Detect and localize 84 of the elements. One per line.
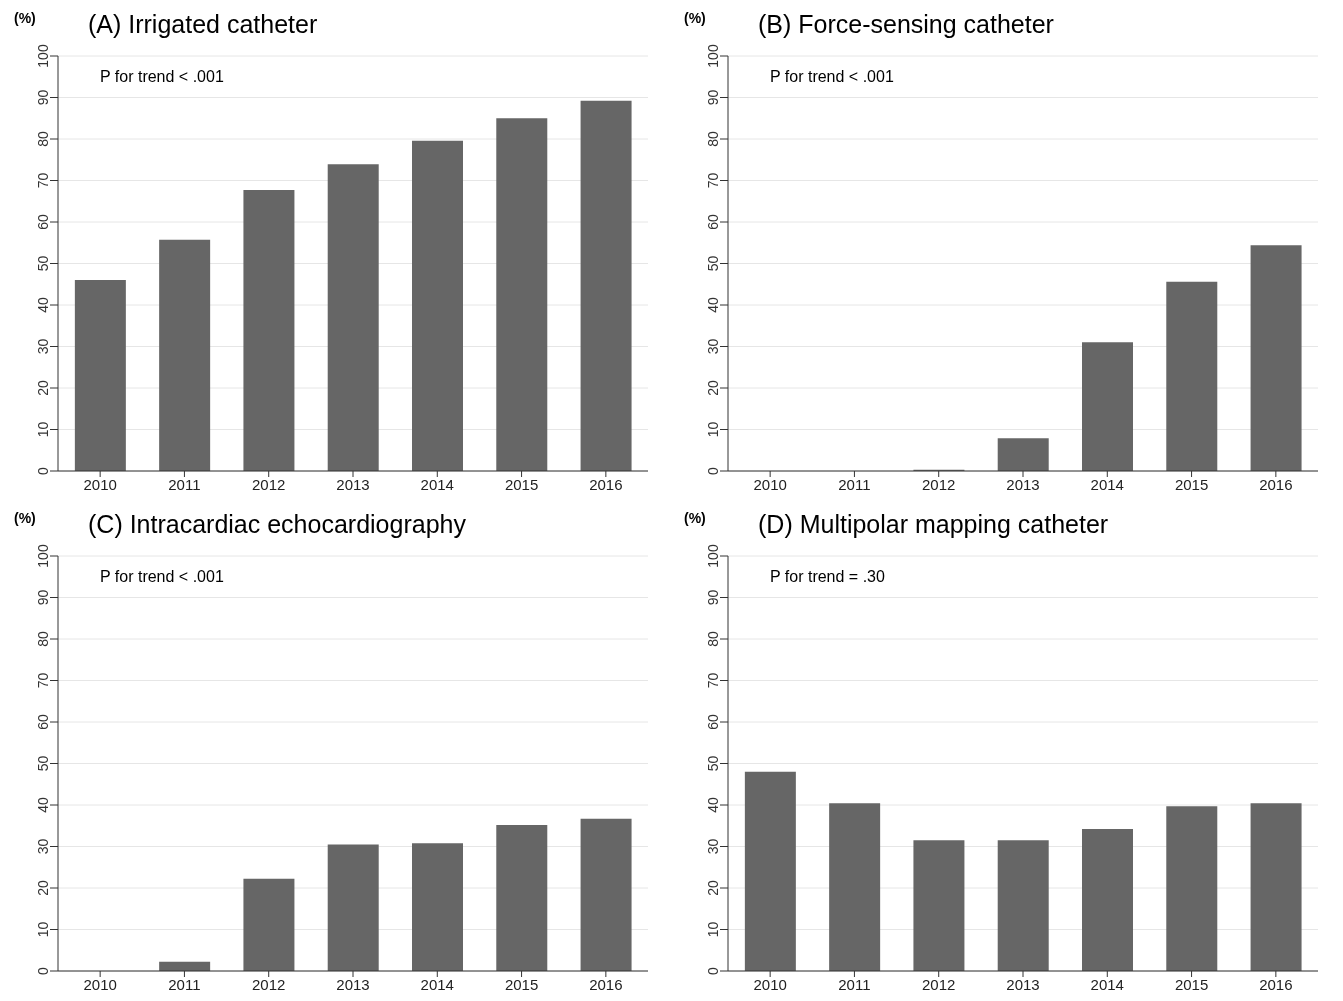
x-tick-label: 2011 [168, 975, 201, 993]
y-tick-label: 50 [35, 755, 51, 772]
x-tick-label: 2013 [336, 975, 370, 993]
x-tick-label: 2014 [1090, 475, 1124, 493]
y-tick-label: 40 [35, 797, 51, 813]
y-axis-title: (%) [14, 10, 36, 26]
x-tick-label: 2016 [1259, 975, 1293, 993]
y-tick-label: 0 [705, 466, 721, 475]
y-tick-label: 80 [35, 631, 51, 647]
chart-title: (D) Multipolar mapping catheter [758, 510, 1109, 539]
x-tick-label: 2011 [168, 475, 201, 493]
x-tick-label: 2011 [838, 475, 871, 493]
y-axis-title: (%) [14, 510, 36, 526]
y-tick-label: 100 [705, 44, 721, 68]
chart-title: (B) Force-sensing catheter [758, 10, 1054, 39]
y-tick-label: 80 [705, 631, 721, 647]
x-tick-label: 2012 [922, 975, 956, 993]
chart-title: (C) Intracardiac echocardiography [88, 510, 466, 539]
y-tick-label: 30 [705, 338, 721, 355]
x-tick-label: 2015 [1174, 475, 1209, 493]
x-tick-label: 2013 [336, 475, 370, 493]
x-tick-label: 2016 [589, 975, 623, 993]
y-tick-label: 20 [705, 880, 721, 896]
x-tick-label: 2010 [753, 975, 787, 993]
x-tick-label: 2011 [838, 975, 871, 993]
y-axis-title: (%) [684, 10, 706, 26]
y-tick-label: 60 [35, 214, 51, 230]
y-tick-label: 90 [35, 589, 51, 606]
x-tick-label: 2010 [753, 475, 787, 493]
y-tick-label: 30 [35, 838, 51, 855]
y-axis-title: (%) [684, 510, 706, 526]
y-tick-label: 70 [35, 172, 51, 189]
x-tick-label: 2012 [252, 475, 286, 493]
x-tick-label: 2012 [922, 475, 956, 493]
y-tick-label: 50 [705, 755, 721, 772]
y-tick-label: 100 [35, 544, 51, 568]
y-tick-label: 30 [705, 838, 721, 855]
y-tick-label: 40 [705, 297, 721, 313]
y-tick-label: 0 [705, 966, 721, 975]
y-tick-label: 80 [35, 131, 51, 147]
y-tick-label: 70 [705, 172, 721, 189]
y-tick-label: 60 [705, 214, 721, 230]
x-tick-label: 2016 [1259, 475, 1293, 493]
x-tick-label: 2014 [1090, 975, 1124, 993]
y-tick-label: 90 [705, 589, 721, 606]
y-tick-label: 40 [35, 297, 51, 313]
y-tick-label: 100 [705, 544, 721, 568]
x-tick-label: 2014 [420, 475, 454, 493]
x-tick-label: 2015 [1174, 975, 1209, 993]
x-tick-label: 2015 [504, 475, 539, 493]
annotation: P for trend = .30 [770, 568, 885, 586]
y-tick-label: 100 [35, 44, 51, 68]
y-tick-label: 20 [35, 880, 51, 896]
y-tick-label: 80 [705, 131, 721, 147]
x-tick-label: 2013 [1006, 475, 1040, 493]
y-tick-label: 90 [35, 89, 51, 106]
y-tick-label: 50 [35, 255, 51, 272]
y-tick-label: 60 [705, 714, 721, 730]
x-tick-label: 2012 [252, 975, 286, 993]
chart-title: (A) Irrigated catheter [88, 10, 318, 39]
y-tick-label: 0 [35, 466, 51, 475]
y-tick-label: 20 [705, 380, 721, 396]
y-tick-label: 40 [705, 797, 721, 813]
y-tick-label: 10 [35, 921, 51, 938]
y-tick-label: 20 [35, 380, 51, 396]
annotation: P for trend < .001 [100, 68, 224, 86]
x-tick-label: 2010 [83, 475, 117, 493]
x-tick-label: 2010 [83, 975, 117, 993]
x-tick-label: 2014 [420, 975, 454, 993]
y-tick-label: 30 [35, 338, 51, 355]
y-tick-label: 0 [35, 966, 51, 975]
x-tick-label: 2015 [504, 975, 539, 993]
y-tick-label: 10 [705, 421, 721, 438]
y-tick-label: 10 [35, 421, 51, 438]
x-tick-label: 2013 [1006, 975, 1040, 993]
annotation: P for trend < .001 [770, 68, 894, 86]
annotation: P for trend < .001 [100, 568, 224, 586]
y-tick-label: 50 [705, 255, 721, 272]
y-tick-label: 90 [705, 89, 721, 106]
x-tick-label: 2016 [589, 475, 623, 493]
y-tick-label: 10 [705, 921, 721, 938]
y-tick-label: 70 [35, 672, 51, 689]
y-tick-label: 60 [35, 714, 51, 730]
y-tick-label: 70 [705, 672, 721, 689]
